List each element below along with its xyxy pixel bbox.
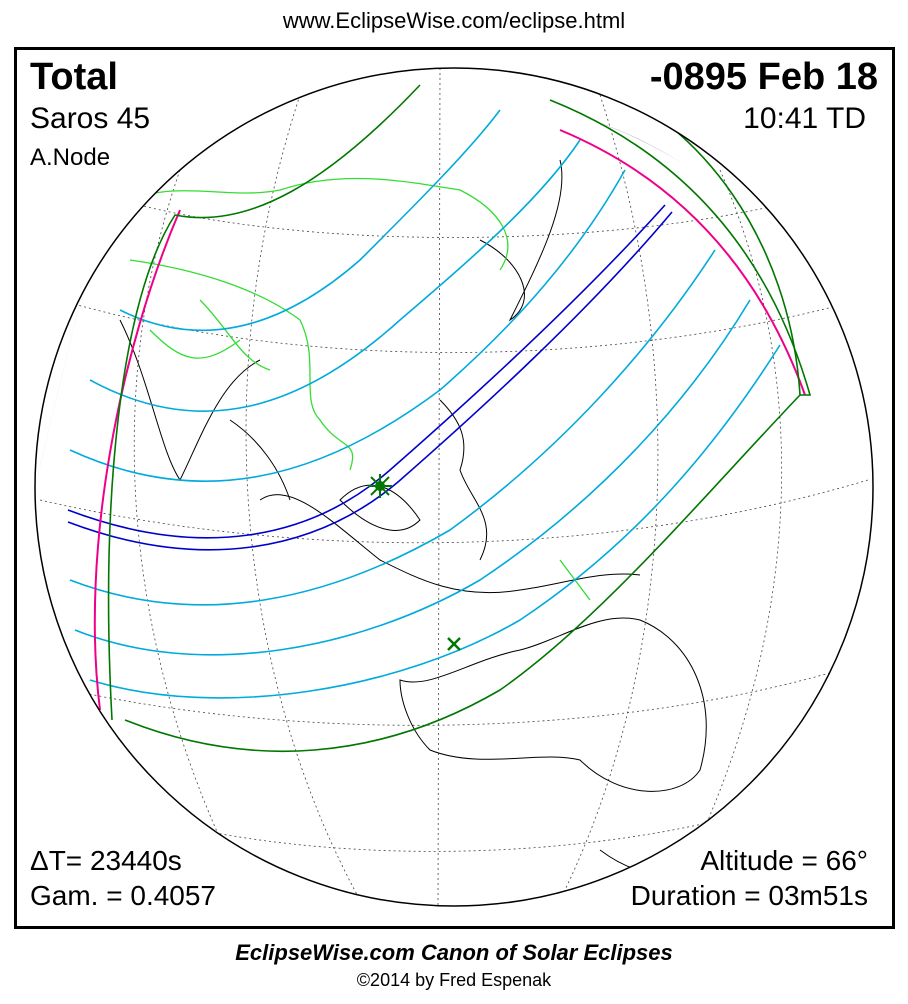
- saros-number: Saros 45: [30, 102, 151, 135]
- altitude: Altitude = 66°: [700, 845, 868, 876]
- gamma: Gam. = 0.4057: [30, 880, 217, 911]
- eclipse-time: 10:41 TD: [743, 102, 866, 135]
- penumbral-magnitude-lines: [69, 109, 781, 699]
- map-frame: [14, 47, 895, 929]
- eclipse-date: -0895 Feb 18: [649, 56, 878, 98]
- duration: Duration = 03m51s: [630, 880, 868, 911]
- delta-t: ΔT= 23440s: [30, 845, 182, 876]
- node-label: A.Node: [30, 144, 111, 171]
- canon-title: EclipseWise.com Canon of Solar Eclipses: [235, 940, 673, 965]
- copyright: ©2014 by Fred Espenak: [356, 970, 552, 990]
- eclipse-type: Total: [30, 56, 118, 98]
- x-icon: [447, 637, 461, 651]
- rise-set-curve: [93, 129, 806, 711]
- star-icon: [368, 474, 392, 498]
- source-url: www.EclipseWise.com/eclipse.html: [282, 8, 626, 33]
- central-path: [67, 204, 673, 551]
- globe: [35, 68, 873, 906]
